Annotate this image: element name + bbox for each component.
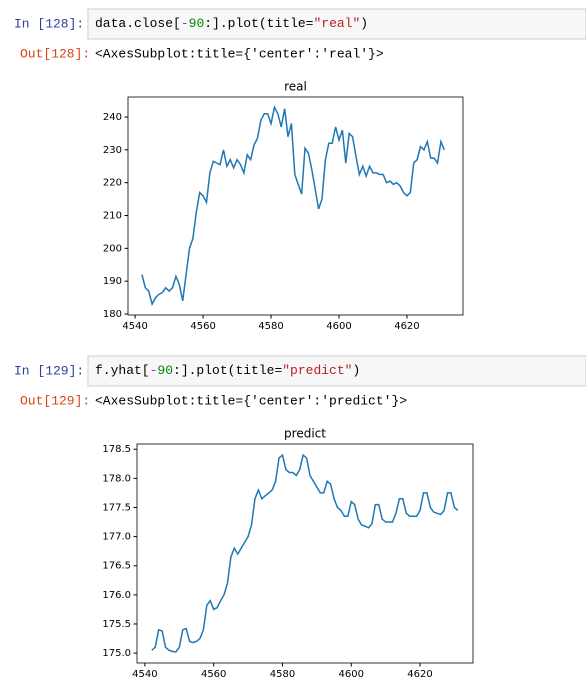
out-prompt: Out[128]: xyxy=(20,46,90,61)
code: f.yhat[-90:].plot(title="predict") xyxy=(95,363,360,378)
code-token: 90 xyxy=(189,16,205,31)
code-token: :].plot(title= xyxy=(173,363,282,378)
y-tick-label: 200 xyxy=(103,243,122,254)
x-tick-label: 4560 xyxy=(201,669,226,680)
axes-frame xyxy=(136,443,474,664)
x-tick-label: 4600 xyxy=(339,669,364,680)
y-tick-label: 177.5 xyxy=(102,502,131,513)
y-tick-label: 220 xyxy=(103,178,122,189)
chart-title: predict xyxy=(284,427,326,441)
y-tick-label: 230 xyxy=(103,145,122,156)
y-tick-label: 240 xyxy=(103,112,122,123)
y-tick-label: 176.0 xyxy=(102,590,131,601)
code-token: f.yhat[ xyxy=(95,363,150,378)
code: data.close[-90:].plot(title="real") xyxy=(95,16,368,31)
y-tick-label: 178.0 xyxy=(102,473,131,484)
code-token: "real" xyxy=(313,16,360,31)
code-token: 90 xyxy=(157,363,173,378)
x-tick-label: 4580 xyxy=(258,321,283,332)
x-tick-label: 4620 xyxy=(407,669,432,680)
y-tick-label: 175.5 xyxy=(102,619,131,630)
code-token: - xyxy=(181,16,189,31)
x-tick-label: 4600 xyxy=(326,321,351,332)
code-token: "predict" xyxy=(282,363,352,378)
y-tick-label: 178.5 xyxy=(102,444,131,455)
y-tick-label: 210 xyxy=(103,211,122,222)
x-tick-label: 4560 xyxy=(190,321,215,332)
line xyxy=(151,453,459,653)
x-tick-label: 4540 xyxy=(132,669,157,680)
output: <AxesSubplot:title={'center':'predict'}> xyxy=(95,393,407,408)
axes-frame xyxy=(127,96,464,316)
input-box[interactable] xyxy=(87,355,586,387)
output: <AxesSubplot:title={'center':'real'}> xyxy=(95,46,384,61)
code-token: - xyxy=(150,363,158,378)
line xyxy=(141,104,446,307)
in-prompt: In [128]: xyxy=(14,16,84,31)
chart-title: real xyxy=(284,80,307,94)
x-tick-label: 4580 xyxy=(270,669,295,680)
y-tick-label: 177.0 xyxy=(102,532,131,543)
x-tick-label: 4620 xyxy=(394,321,419,332)
code-token: ) xyxy=(360,16,368,31)
code-token: ) xyxy=(352,363,360,378)
input-box[interactable] xyxy=(87,8,586,40)
y-tick-label: 180 xyxy=(103,309,122,320)
y-tick-label: 190 xyxy=(103,276,122,287)
code-token: :].plot(title= xyxy=(204,16,313,31)
in-prompt: In [129]: xyxy=(14,363,84,378)
x-tick-label: 4540 xyxy=(122,321,147,332)
code-token: data.close[ xyxy=(95,16,181,31)
out-prompt: Out[129]: xyxy=(20,393,90,408)
y-tick-label: 175.0 xyxy=(102,648,131,659)
y-tick-label: 176.5 xyxy=(102,561,131,572)
